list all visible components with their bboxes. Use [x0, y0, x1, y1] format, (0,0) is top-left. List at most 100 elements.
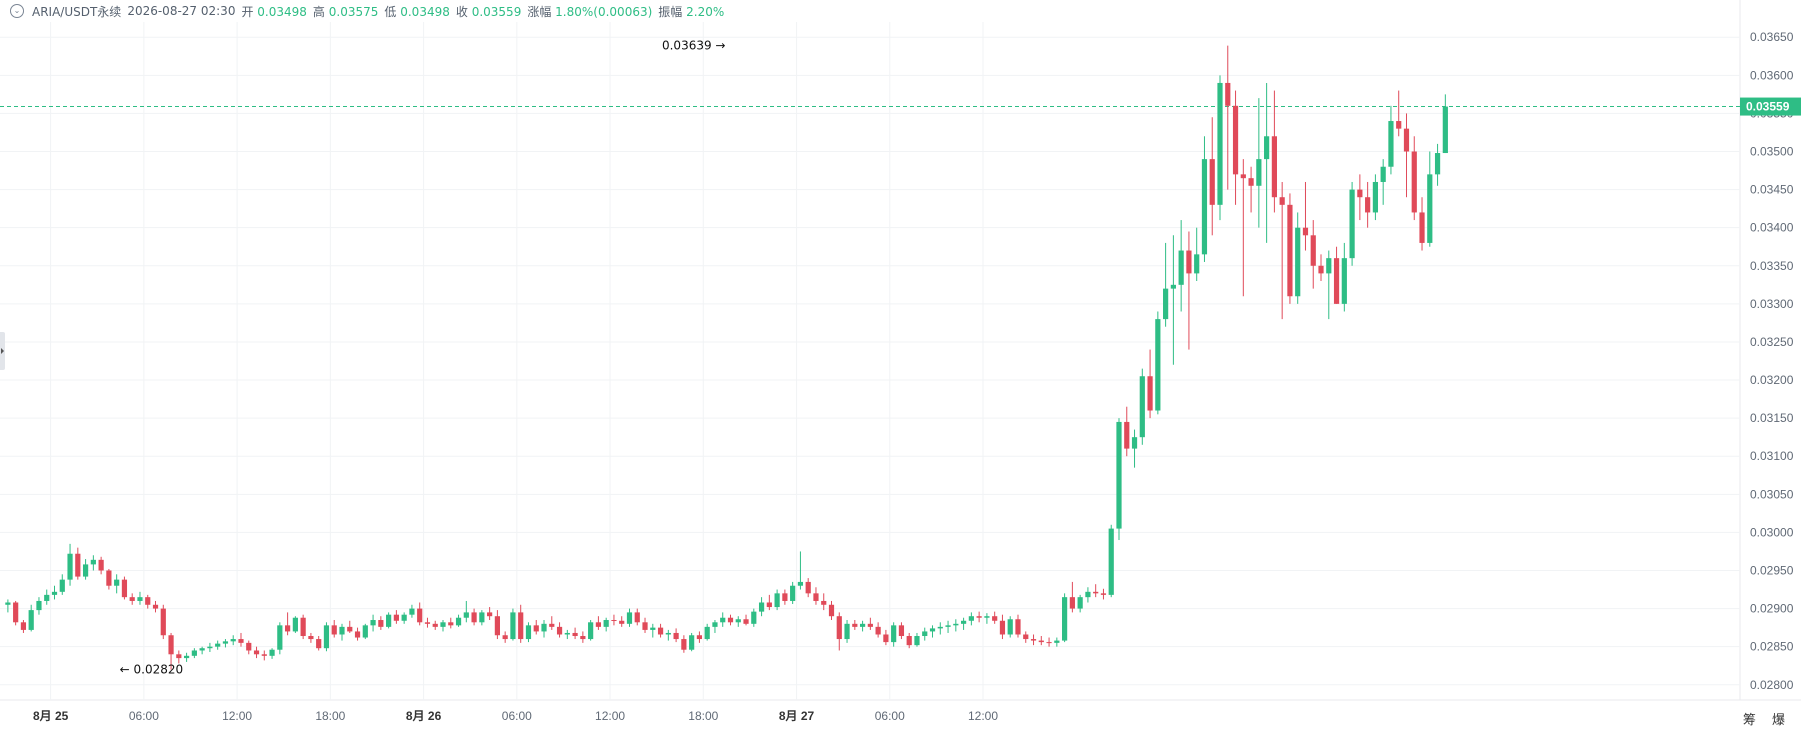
candle	[1357, 174, 1363, 221]
candle	[1007, 616, 1013, 638]
candle-body	[424, 622, 431, 624]
candle-body	[712, 622, 718, 627]
candle	[401, 612, 407, 624]
candle-body	[774, 593, 780, 608]
candle-body	[836, 616, 842, 640]
high-value: 0.03575	[328, 4, 379, 19]
candle	[914, 632, 920, 647]
candle	[145, 594, 151, 609]
candle-body	[790, 585, 796, 601]
candle-body	[999, 620, 1006, 635]
x-tick-label: 8月 26	[406, 709, 442, 723]
y-tick-label: 0.02950	[1750, 563, 1794, 577]
candle-body	[1333, 258, 1340, 304]
candle	[424, 617, 431, 628]
candle	[1093, 584, 1099, 598]
candle	[137, 591, 143, 605]
candle	[844, 620, 850, 643]
candle-body	[300, 617, 306, 637]
candle-body	[1403, 128, 1410, 152]
y-tick-label: 0.03400	[1750, 221, 1794, 235]
candle-body	[720, 617, 726, 623]
candle	[331, 620, 337, 638]
y-tick-label: 0.03200	[1750, 373, 1794, 387]
candle-body	[929, 628, 936, 632]
candle-body	[316, 639, 322, 649]
candle-body	[673, 632, 679, 640]
y-tick-label: 0.03600	[1750, 68, 1794, 82]
candle	[455, 614, 462, 627]
x-tick-label: 06:00	[875, 709, 905, 723]
candle-body	[626, 612, 633, 624]
candle	[129, 593, 135, 605]
candle	[1131, 429, 1138, 468]
candle	[114, 574, 120, 594]
x-tick-label: 18:00	[688, 709, 718, 723]
candle	[1318, 254, 1324, 282]
x-tick-label: 12:00	[595, 709, 625, 723]
candle-body	[650, 627, 656, 630]
candle-body	[36, 600, 42, 611]
candle-body	[533, 625, 539, 632]
candle	[797, 551, 804, 590]
candle	[1155, 311, 1161, 415]
candle-body	[1139, 376, 1145, 438]
candle	[1163, 242, 1169, 327]
candle-body	[588, 622, 594, 640]
x-axis: 8月 25 06:00 12:00 18:00 8月 26 06:00 12:00 18:00…	[33, 709, 998, 723]
candle	[510, 608, 516, 641]
candle	[727, 614, 734, 626]
high-price-annotation: 0.03639 →	[662, 39, 726, 53]
candle-body	[867, 623, 873, 627]
candle-body	[331, 625, 337, 635]
open-value: 0.03498	[257, 4, 307, 19]
candle	[269, 648, 275, 659]
sidebar-toggle-handle[interactable]	[0, 332, 5, 370]
candle	[183, 652, 190, 662]
candle-body	[852, 623, 858, 627]
candle	[665, 629, 671, 641]
candle-body	[642, 622, 648, 630]
candle	[463, 600, 469, 623]
candle-body	[1372, 181, 1379, 213]
candle-body	[1023, 634, 1029, 640]
candle-body	[269, 649, 275, 656]
candle-body	[1124, 421, 1130, 449]
candle	[518, 604, 524, 643]
candle-body	[28, 610, 34, 630]
candle-body	[1271, 136, 1277, 198]
candle	[1341, 242, 1347, 312]
candle	[98, 556, 104, 575]
candle	[323, 622, 330, 652]
candle-body	[277, 625, 283, 650]
candle-body	[572, 632, 578, 637]
y-axis[interactable]: 0.02800 0.02850 0.02900 0.02950 0.03000 0.030…	[1740, 30, 1801, 692]
candle-body	[432, 623, 438, 627]
candle	[1232, 90, 1239, 205]
candle-body	[1295, 227, 1301, 297]
candle	[922, 627, 928, 641]
candle	[1100, 588, 1107, 600]
candle	[937, 622, 943, 635]
candle-body	[1365, 197, 1371, 213]
corner-tools-label[interactable]: 筹 爆	[1742, 713, 1791, 728]
candle-body	[1388, 121, 1394, 167]
candle-body	[556, 626, 563, 635]
candle-body	[883, 634, 889, 643]
candle	[758, 597, 765, 617]
candle-body	[619, 620, 625, 624]
candle-body	[1194, 254, 1200, 274]
candle	[5, 599, 11, 613]
candle	[945, 620, 951, 633]
candle-body	[1434, 153, 1441, 175]
candle-body	[145, 597, 151, 605]
candle	[378, 616, 384, 630]
candle-body	[1201, 159, 1208, 255]
candle-body	[1310, 235, 1316, 266]
candle	[90, 555, 96, 571]
chevron-down-icon[interactable]: ⌄	[10, 4, 24, 18]
candle	[836, 612, 842, 651]
candle	[790, 581, 796, 605]
symbol-name[interactable]: ARIA/USDT永续	[32, 4, 122, 19]
